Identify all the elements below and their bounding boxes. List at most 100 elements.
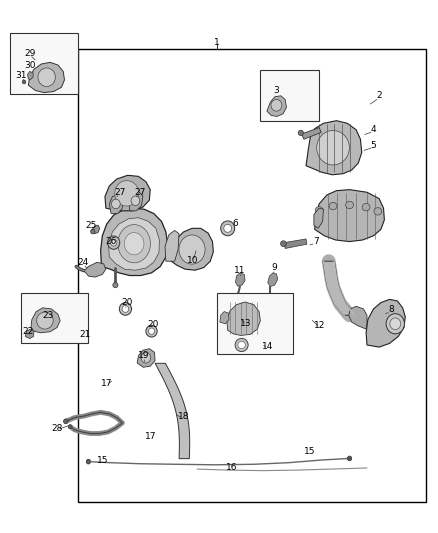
Ellipse shape bbox=[91, 229, 95, 234]
Ellipse shape bbox=[64, 419, 68, 424]
Ellipse shape bbox=[131, 196, 140, 206]
Text: 13: 13 bbox=[240, 319, 252, 328]
Polygon shape bbox=[92, 225, 100, 233]
Text: 29: 29 bbox=[24, 49, 35, 58]
Polygon shape bbox=[28, 71, 33, 80]
Ellipse shape bbox=[224, 224, 232, 232]
Polygon shape bbox=[227, 302, 260, 335]
Ellipse shape bbox=[346, 201, 353, 209]
Polygon shape bbox=[366, 300, 405, 347]
Text: 22: 22 bbox=[23, 327, 34, 336]
Text: 18: 18 bbox=[177, 411, 189, 421]
Polygon shape bbox=[155, 364, 190, 458]
Text: 26: 26 bbox=[106, 237, 117, 246]
Ellipse shape bbox=[221, 221, 235, 236]
Ellipse shape bbox=[329, 203, 337, 210]
Text: 15: 15 bbox=[97, 456, 108, 465]
Text: 24: 24 bbox=[78, 258, 89, 266]
Ellipse shape bbox=[298, 130, 304, 135]
Text: 8: 8 bbox=[388, 305, 394, 314]
Bar bbox=[21, 293, 88, 343]
Text: 6: 6 bbox=[233, 219, 238, 228]
Ellipse shape bbox=[86, 459, 91, 464]
Polygon shape bbox=[28, 62, 64, 93]
Polygon shape bbox=[349, 306, 367, 329]
Polygon shape bbox=[306, 120, 362, 175]
Polygon shape bbox=[101, 208, 168, 276]
Text: 4: 4 bbox=[371, 125, 376, 134]
Ellipse shape bbox=[238, 341, 245, 349]
Ellipse shape bbox=[317, 131, 350, 165]
Ellipse shape bbox=[118, 224, 150, 263]
Text: 9: 9 bbox=[272, 263, 278, 272]
Polygon shape bbox=[165, 230, 179, 261]
Polygon shape bbox=[110, 195, 122, 214]
Ellipse shape bbox=[113, 282, 118, 288]
Text: 16: 16 bbox=[226, 464, 238, 472]
Text: 3: 3 bbox=[274, 86, 279, 95]
Text: 21: 21 bbox=[79, 330, 91, 339]
Text: 25: 25 bbox=[85, 221, 96, 230]
Text: 10: 10 bbox=[187, 256, 199, 265]
Ellipse shape bbox=[115, 181, 139, 206]
Text: 20: 20 bbox=[147, 320, 159, 329]
Polygon shape bbox=[236, 273, 245, 286]
Text: 27: 27 bbox=[134, 188, 145, 197]
Text: 30: 30 bbox=[24, 61, 35, 69]
Ellipse shape bbox=[362, 204, 370, 211]
Polygon shape bbox=[109, 217, 159, 270]
Polygon shape bbox=[105, 175, 150, 211]
Ellipse shape bbox=[374, 208, 382, 215]
Polygon shape bbox=[84, 262, 106, 277]
Ellipse shape bbox=[37, 312, 53, 329]
Bar bbox=[217, 293, 293, 354]
Text: 1: 1 bbox=[214, 38, 220, 47]
Ellipse shape bbox=[141, 352, 151, 363]
Ellipse shape bbox=[281, 241, 286, 247]
Polygon shape bbox=[323, 261, 355, 316]
Ellipse shape bbox=[148, 328, 155, 334]
Ellipse shape bbox=[68, 425, 72, 429]
Text: 28: 28 bbox=[51, 424, 63, 433]
Polygon shape bbox=[314, 208, 323, 228]
Polygon shape bbox=[25, 329, 34, 338]
Ellipse shape bbox=[347, 456, 352, 461]
Ellipse shape bbox=[122, 305, 129, 312]
Polygon shape bbox=[137, 349, 155, 367]
Polygon shape bbox=[31, 308, 60, 333]
Text: 31: 31 bbox=[16, 71, 27, 80]
Polygon shape bbox=[302, 127, 321, 139]
Ellipse shape bbox=[124, 232, 144, 255]
Polygon shape bbox=[128, 191, 143, 211]
Text: 19: 19 bbox=[138, 351, 150, 360]
Text: 7: 7 bbox=[313, 237, 318, 246]
Text: 17: 17 bbox=[101, 378, 113, 387]
Text: 14: 14 bbox=[262, 342, 273, 351]
Polygon shape bbox=[267, 96, 286, 116]
Text: 27: 27 bbox=[114, 188, 125, 197]
Text: 17: 17 bbox=[145, 432, 156, 441]
Polygon shape bbox=[268, 273, 278, 287]
Ellipse shape bbox=[119, 303, 131, 316]
Text: 20: 20 bbox=[121, 298, 132, 307]
Bar bbox=[10, 33, 78, 94]
Text: 11: 11 bbox=[234, 266, 246, 275]
Polygon shape bbox=[171, 228, 213, 270]
Ellipse shape bbox=[146, 325, 157, 337]
Ellipse shape bbox=[22, 80, 26, 84]
Text: 15: 15 bbox=[304, 447, 315, 456]
Ellipse shape bbox=[38, 68, 55, 86]
Bar bbox=[260, 70, 319, 120]
Ellipse shape bbox=[235, 338, 248, 352]
Ellipse shape bbox=[108, 236, 120, 249]
Ellipse shape bbox=[315, 207, 323, 214]
Text: 23: 23 bbox=[43, 311, 54, 320]
Ellipse shape bbox=[386, 314, 404, 334]
Polygon shape bbox=[315, 190, 385, 241]
Polygon shape bbox=[220, 312, 229, 324]
Polygon shape bbox=[284, 239, 307, 248]
Ellipse shape bbox=[271, 100, 282, 111]
Text: 5: 5 bbox=[371, 141, 376, 150]
Ellipse shape bbox=[179, 235, 205, 264]
Bar bbox=[78, 49, 426, 503]
